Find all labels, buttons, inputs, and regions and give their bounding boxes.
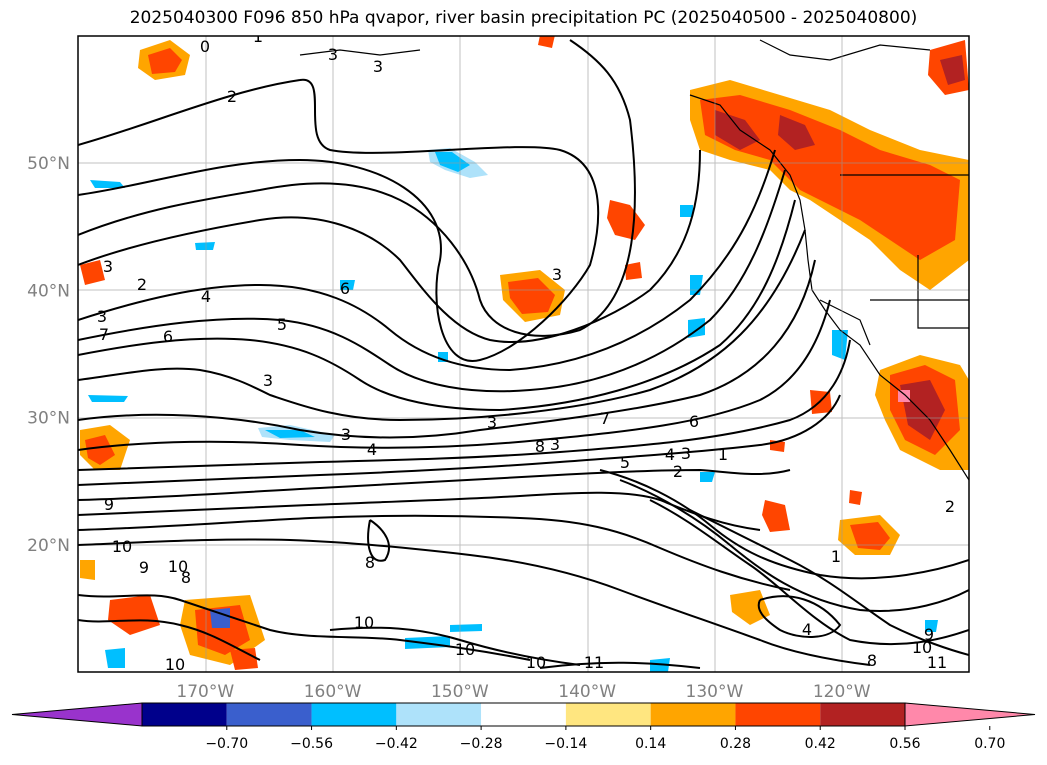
colorbar-tick-label: 0.70: [974, 736, 1005, 752]
y-tick-label: 20°N: [27, 536, 70, 556]
contour-label: 3: [341, 425, 351, 444]
contour-label: 6: [689, 412, 699, 431]
contour-label: 1: [718, 445, 728, 464]
contour-label: 10: [912, 638, 932, 657]
contour-label: 4: [665, 445, 675, 464]
colorbar-tick-label: −0.14: [544, 736, 587, 752]
precip-shading: [80, 36, 969, 672]
colorbar-segment: [311, 703, 397, 726]
contour-label: 6: [163, 327, 173, 346]
coastlines: [299, 39, 969, 481]
contour-label: 10: [455, 640, 475, 659]
contour-label: 9: [104, 495, 114, 514]
contour-label: 11: [927, 653, 947, 672]
contour-label: 11: [584, 653, 604, 672]
colorbar: −0.70 −0.56 −0.42 −0.28 −0.14 0.14 0.28 0.42 0.5…: [11, 702, 1036, 752]
contour-label: 6: [340, 279, 350, 298]
contour-label: 3: [487, 413, 497, 432]
x-tick-label: 160°W: [304, 682, 362, 702]
colorbar-extend-high: [904, 702, 1036, 727]
colorbar-tick-label: −0.70: [205, 736, 248, 752]
contour-label: 9: [139, 558, 149, 577]
y-tick-label: 40°N: [27, 281, 70, 301]
colorbar-segment: [735, 703, 821, 726]
precip-high-pnw: [690, 40, 969, 290]
precip-scattered: [80, 36, 862, 670]
x-axis-ticks: 170°W 160°W 150°W 140°W 130°W 120°W: [176, 682, 870, 702]
contour-label: 3: [373, 57, 383, 76]
contour-label: 3: [97, 307, 107, 326]
contour-label: 3: [550, 435, 560, 454]
contour-label: 10: [165, 655, 185, 674]
y-tick-label: 50°N: [27, 154, 70, 174]
gridlines: [78, 36, 969, 672]
contour-label: 8: [867, 651, 877, 670]
colorbar-tick-label: 0.42: [805, 736, 836, 752]
contour-label: 3: [103, 257, 113, 276]
contour-label: 3: [263, 371, 273, 390]
colorbar-segment: [396, 703, 482, 726]
contour-label: 10: [526, 653, 546, 672]
qvapor-contours: [78, 39, 969, 669]
colorbar-tick-label: 0.28: [720, 736, 751, 752]
y-axis-ticks: 20°N 30°N 40°N 50°N: [27, 154, 70, 556]
contour-label: 8: [181, 568, 191, 587]
colorbar-extend-low: [11, 702, 143, 727]
y-tick-label: 30°N: [27, 409, 70, 429]
colorbar-segment: [565, 703, 651, 726]
colorbar-frame: [141, 702, 906, 727]
x-tick-label: 140°W: [558, 682, 616, 702]
colorbar-tick-label: 0.56: [889, 736, 920, 752]
contour-label: 4: [367, 440, 377, 459]
x-tick-label: 130°W: [686, 682, 744, 702]
colorbar-segment: [142, 703, 227, 726]
contour-label: 2: [945, 497, 955, 516]
contour-label: 1: [831, 547, 841, 566]
colorbar-segment: [481, 703, 566, 726]
contour-label: 8: [535, 437, 545, 456]
colorbar-segment: [650, 703, 736, 726]
contour-label: 9: [924, 625, 934, 644]
contour-label: 1: [253, 27, 263, 46]
contour-label: 5: [620, 453, 630, 472]
contour-label: 2: [673, 462, 683, 481]
contour-label: 10: [354, 613, 374, 632]
colorbar-segment: [226, 703, 312, 726]
contour-label: 4: [802, 620, 812, 639]
contour-label: 3: [552, 265, 562, 284]
contour-label: 2: [137, 275, 147, 294]
contour-label: 8: [365, 553, 375, 572]
colorbar-tick-label: 0.14: [635, 736, 666, 752]
plot-frame: [77, 35, 970, 673]
x-tick-label: 150°W: [431, 682, 489, 702]
contour-label: 7: [600, 409, 610, 428]
colorbar-segment: [820, 703, 905, 726]
contour-label: 4: [201, 287, 211, 306]
contour-label: 3: [681, 444, 691, 463]
colorbar-tick-label: −0.28: [460, 736, 503, 752]
colorbar-tick-label: −0.56: [290, 736, 333, 752]
chart-title: 2025040300 F096 850 hPa qvapor, river ba…: [129, 8, 918, 28]
contour-label: 3: [328, 45, 338, 64]
colorbar-tick-label: −0.42: [375, 736, 418, 752]
contour-label: 10: [168, 557, 188, 576]
contour-label: 2: [227, 87, 237, 106]
contour-label: 0: [200, 37, 210, 56]
x-tick-label: 170°W: [176, 682, 234, 702]
x-tick-label: 120°W: [813, 682, 871, 702]
contour-label: 5: [277, 315, 287, 334]
contour-label: 10: [112, 537, 132, 556]
contour-label: 7: [99, 325, 109, 344]
